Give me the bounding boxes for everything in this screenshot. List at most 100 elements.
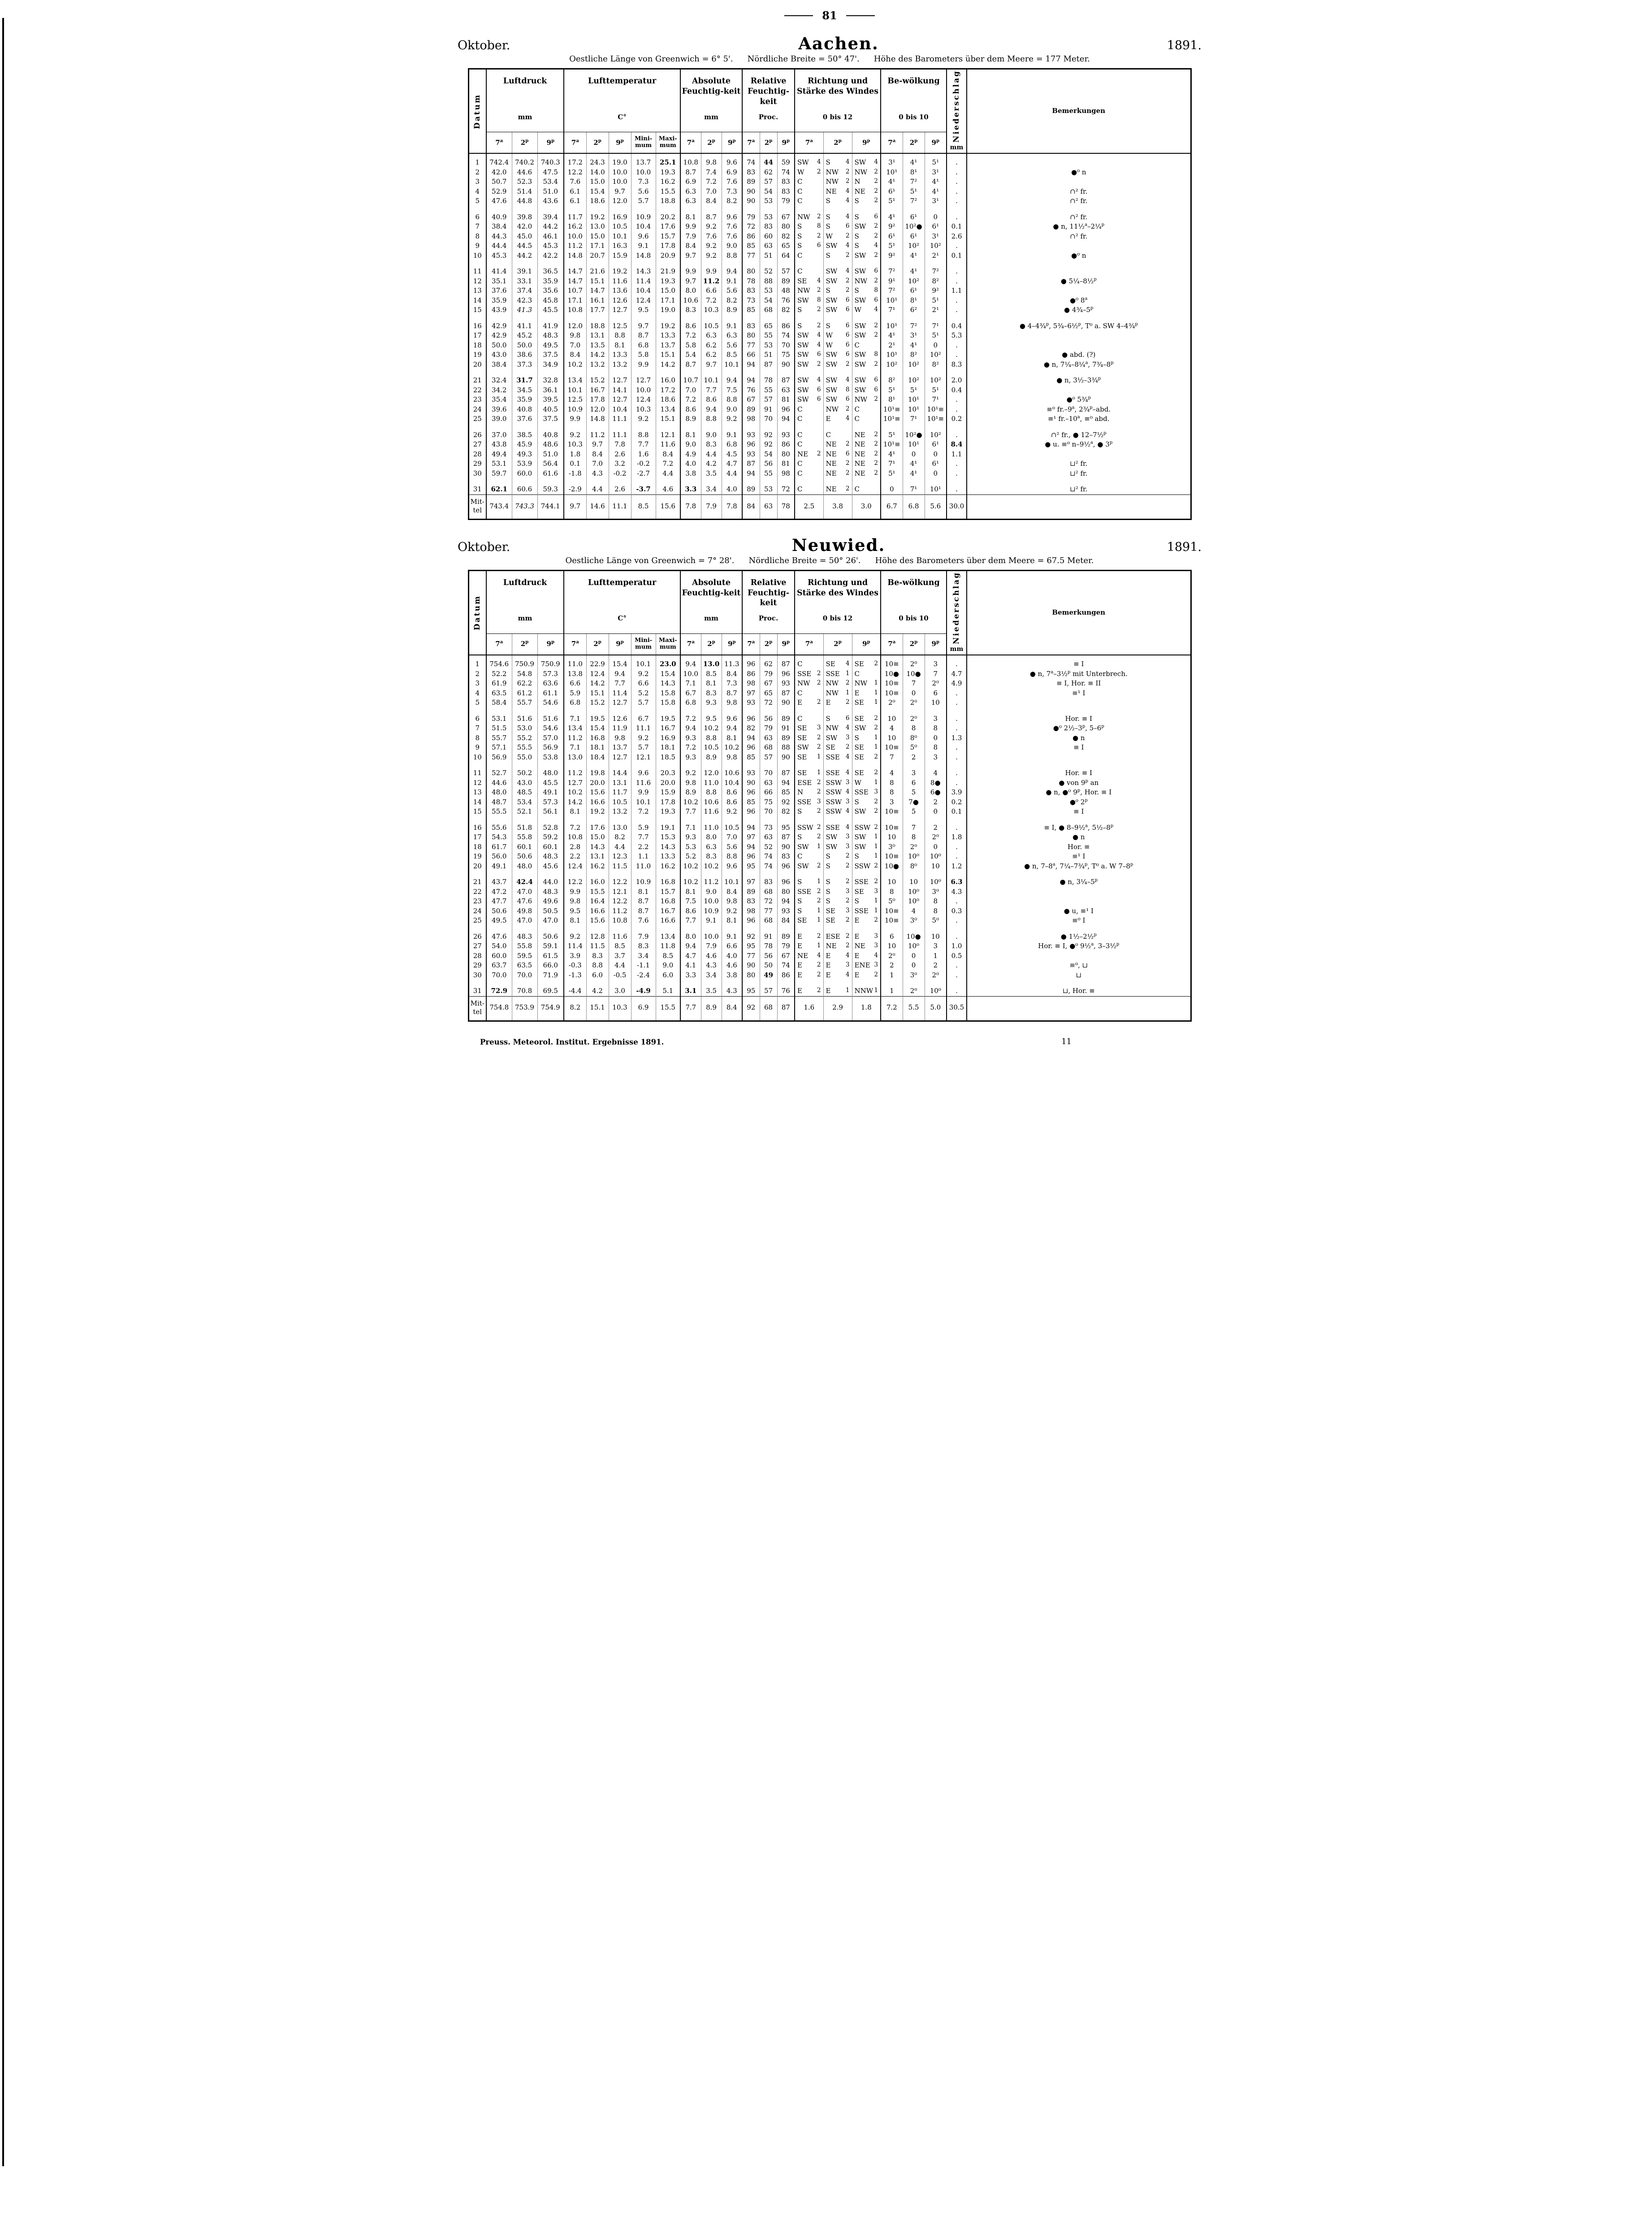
- data-cell: 44.5: [511, 241, 537, 251]
- data-cell: 53: [759, 196, 777, 206]
- wind-force: 2: [845, 942, 850, 950]
- data-cell: 1.8: [852, 996, 881, 1021]
- data-cell: 6.3: [680, 186, 701, 197]
- data-cell: 50.6: [486, 906, 512, 916]
- wind-direction: SW: [854, 724, 866, 733]
- wind-direction: ESE: [826, 932, 840, 941]
- subcol-2: 2p: [511, 132, 537, 154]
- data-cell: 8.9: [680, 788, 701, 798]
- data-cell: 10≡: [880, 906, 903, 916]
- data-cell: 92: [742, 996, 760, 1021]
- data-cell: 8: [880, 788, 903, 798]
- wind-force: 2: [874, 753, 878, 760]
- wind-cell: SSW 3: [825, 779, 851, 788]
- remark-cell: ≡⁰, ⊔: [966, 961, 1191, 971]
- wind-force: 3: [874, 961, 878, 969]
- wind-direction: SW: [826, 395, 838, 404]
- wind-force: 6: [845, 351, 850, 358]
- data-cell: C: [823, 424, 852, 440]
- table-row-day-11: 11 41.4 39.1 36.5 14.7 21.6 19.2 14.3 21.9 9.9 9.9…: [468, 260, 1191, 277]
- wind-cell: NE 2: [853, 450, 880, 459]
- data-cell: .: [946, 196, 967, 206]
- data-cell: 79: [777, 941, 795, 951]
- col-group-relative-feuchtig-keit: Relative Feuchtig-keit Proc.: [742, 69, 795, 133]
- data-cell: 6.3: [946, 871, 967, 887]
- data-cell: 9.4: [721, 369, 742, 386]
- group-wrap: Luftdruck mm: [488, 70, 562, 123]
- wind-direction: SW: [826, 267, 838, 276]
- data-cell: 2.6: [608, 449, 631, 460]
- data-cell: 8.9: [721, 305, 742, 315]
- data-cell: 8.3: [680, 305, 701, 315]
- data-cell: 57.1: [486, 743, 512, 753]
- remark-cell: ≡ I, ● 8–9½a, 5½–8p: [966, 816, 1191, 833]
- wind-force: 1: [817, 916, 821, 924]
- data-cell: 4.3: [701, 961, 722, 971]
- wind-force: 2: [874, 331, 878, 339]
- wind-cell: SSE 2: [853, 878, 880, 887]
- wind-cell: SW 4: [796, 331, 822, 340]
- data-cell: 15.5: [655, 996, 680, 1021]
- data-cell: 1: [924, 951, 947, 961]
- data-cell: 86: [777, 970, 795, 980]
- data-cell: 3.3: [680, 478, 701, 495]
- data-cell: 37.6: [486, 286, 512, 296]
- data-cell: 10.0: [631, 167, 656, 178]
- data-cell: 8.1: [563, 916, 586, 926]
- data-cell: 8.4: [563, 350, 586, 360]
- data-cell: 82: [777, 807, 795, 817]
- data-cell: 3: [880, 797, 903, 807]
- wind-direction: NW: [826, 689, 839, 697]
- year-label: 1891.: [1167, 540, 1202, 554]
- table-row-day-12: 12 44.6 43.0 45.5 12.7 20.0 13.1 11.6 20.0 9.8 11.…: [468, 778, 1191, 788]
- data-cell: SSE 4: [823, 816, 852, 833]
- data-cell: 91: [759, 925, 777, 942]
- data-cell: 9.7: [563, 494, 586, 520]
- time-superscript: p: [620, 640, 624, 645]
- data-cell: 15.0: [655, 286, 680, 296]
- data-cell: 76: [742, 385, 760, 395]
- data-cell: 42.0: [486, 167, 512, 178]
- data-cell: 49: [759, 970, 777, 980]
- wind-force: 3: [845, 778, 850, 786]
- data-cell: 3⁰: [880, 842, 903, 852]
- data-cell: 70: [777, 340, 795, 351]
- subtitle-segment: Höhe des Barometers über dem Meere = 177…: [874, 54, 1090, 64]
- data-cell: SE 4: [794, 276, 823, 286]
- data-cell: 14.1: [608, 385, 631, 395]
- datum-cell: 10: [473, 251, 482, 260]
- data-cell: 6.0: [655, 970, 680, 980]
- time-superscript: a: [576, 138, 579, 143]
- data-cell: 0.1: [946, 222, 967, 232]
- data-cell: 8¹: [902, 167, 925, 178]
- data-cell: SE 2: [852, 707, 881, 724]
- wind-force: 6: [845, 450, 850, 457]
- data-cell: 44.8: [511, 196, 537, 206]
- data-cell: 15.1: [586, 276, 609, 286]
- data-cell: 16.9: [655, 733, 680, 743]
- remark-cell: [966, 385, 1191, 395]
- data-cell: 7.4: [701, 167, 722, 178]
- data-cell: 42.3: [511, 295, 537, 306]
- wind-cell: SSW 2: [796, 824, 822, 832]
- remark-cell: ● u. ≡⁰ n–9½a, ● 3p: [966, 440, 1191, 450]
- data-cell: 54.6: [537, 724, 564, 733]
- data-cell: 11.1: [608, 424, 631, 440]
- wind-force: 6: [845, 306, 850, 313]
- data-cell: 12.8: [586, 925, 609, 942]
- data-cell: .: [946, 897, 967, 906]
- data-cell: 7.8: [680, 494, 701, 520]
- datum-cell: 28: [473, 951, 482, 960]
- data-cell: 14.2: [586, 350, 609, 360]
- data-cell: 13.4: [655, 925, 680, 942]
- wind-force: 4: [845, 971, 850, 978]
- data-cell: 10.0: [680, 669, 701, 679]
- data-cell: 87: [777, 832, 795, 842]
- data-cell: 11.6: [701, 807, 722, 817]
